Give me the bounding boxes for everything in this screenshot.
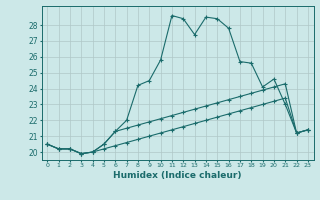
X-axis label: Humidex (Indice chaleur): Humidex (Indice chaleur)	[113, 171, 242, 180]
